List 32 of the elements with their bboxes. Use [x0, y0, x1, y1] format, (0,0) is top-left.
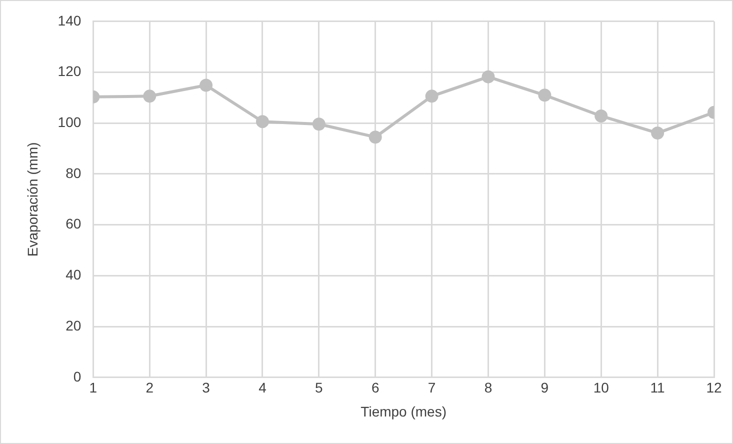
point	[143, 90, 156, 103]
y-tick-label: 100	[58, 114, 82, 130]
point	[200, 78, 213, 92]
point	[368, 130, 382, 144]
point	[425, 90, 438, 103]
x-tick-label: 1	[89, 380, 98, 396]
point	[651, 126, 664, 140]
point	[256, 115, 269, 128]
x-tick-label: 12	[706, 380, 722, 396]
x-tick-label: 7	[428, 380, 436, 396]
y-tick-label: 0	[73, 368, 82, 384]
x-tick-label: 11	[650, 380, 666, 396]
x-tick-label: 2	[146, 380, 154, 396]
point	[312, 118, 326, 131]
y-tick-label: 40	[66, 266, 82, 283]
x-tick-label: 10	[593, 380, 610, 396]
y-tick-label: 140	[58, 12, 82, 28]
point	[594, 109, 608, 122]
y-axis-title: Evaporación (mm)	[24, 142, 40, 257]
x-tick-label: 9	[540, 380, 549, 396]
y-tick-label: 120	[58, 63, 82, 80]
x-tick-label: 5	[315, 380, 324, 396]
x-axis-title: Tiempo (mes)	[360, 403, 446, 420]
point	[538, 88, 552, 102]
x-tick-label: 3	[202, 380, 210, 396]
x-tick-label: 8	[484, 380, 492, 396]
y-tick-label: 60	[66, 216, 82, 232]
y-tick-label: 80	[66, 164, 82, 181]
x-tick-label: 6	[371, 380, 380, 396]
y-tick-label: 20	[66, 317, 82, 334]
point	[482, 70, 495, 84]
x-tick-label: 4	[258, 380, 267, 396]
